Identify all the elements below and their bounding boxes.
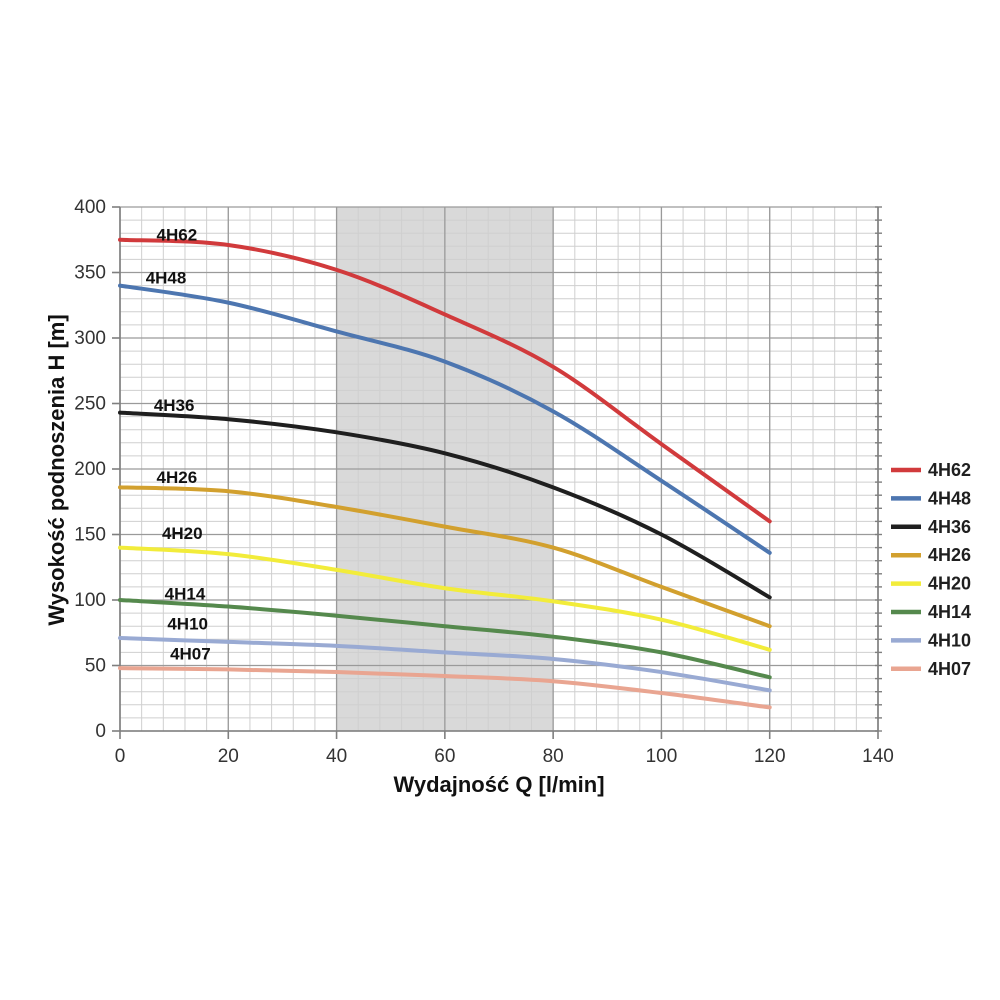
curve-4H07	[118, 666, 772, 710]
series-label-4H07: 4H07	[170, 645, 211, 664]
x-tick-label: 60	[434, 746, 455, 767]
x-tick-label: 100	[646, 746, 678, 767]
legend-label-4H26: 4H26	[928, 545, 971, 565]
x-axis-title: Wydajność Q [l/min]	[393, 772, 605, 797]
series-label-4H26: 4H26	[157, 468, 198, 487]
legend-label-4H36: 4H36	[928, 517, 971, 537]
curve-4H26	[118, 485, 772, 629]
y-tick-label: 150	[74, 525, 106, 546]
curve-4H36	[118, 410, 772, 600]
x-tick-label: 80	[543, 746, 564, 767]
legend-label-4H48: 4H48	[928, 488, 971, 508]
x-tick-label: 20	[218, 746, 239, 767]
legend-label-4H10: 4H10	[928, 630, 971, 650]
curve-4H48	[118, 283, 772, 555]
legend-label-4H14: 4H14	[928, 602, 971, 622]
x-tick-label: 0	[115, 746, 126, 767]
series-label-4H20: 4H20	[162, 524, 203, 543]
y-axis-title: Wysokość podnoszenia H [m]	[44, 314, 69, 626]
curve-4H20	[118, 545, 772, 652]
y-tick-label: 100	[74, 590, 106, 611]
series-label-4H48: 4H48	[146, 269, 187, 288]
y-tick-label: 200	[74, 459, 106, 480]
y-tick-label: 250	[74, 394, 106, 415]
x-tick-label: 40	[326, 746, 347, 767]
curve-4H10	[118, 635, 772, 693]
curve-4H14	[118, 598, 772, 680]
curve-4H62	[118, 237, 772, 524]
legend-label-4H07: 4H07	[928, 659, 971, 679]
series-label-4H14: 4H14	[165, 584, 206, 603]
series-label-4H36: 4H36	[154, 396, 195, 415]
y-tick-label: 300	[74, 328, 106, 349]
legend-label-4H62: 4H62	[928, 460, 971, 480]
x-tick-label: 120	[754, 746, 786, 767]
y-tick-label: 400	[74, 197, 106, 218]
legend-label-4H20: 4H20	[928, 574, 971, 594]
series-label-4H10: 4H10	[167, 615, 208, 634]
y-tick-label: 0	[95, 721, 106, 742]
x-tick-label: 140	[862, 746, 894, 767]
y-tick-label: 350	[74, 263, 106, 284]
series-label-4H62: 4H62	[157, 226, 198, 245]
y-tick-label: 50	[85, 656, 106, 677]
